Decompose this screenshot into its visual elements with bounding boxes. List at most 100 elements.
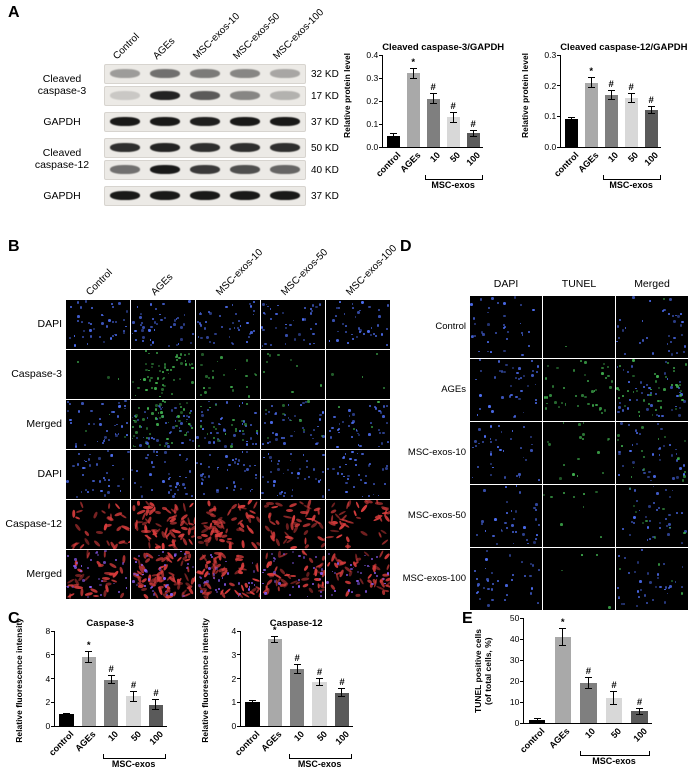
- stained-nucleus: [200, 474, 203, 477]
- stained-nucleus: [283, 494, 286, 498]
- stained-nucleus: [672, 336, 676, 340]
- stained-nucleus: [191, 381, 195, 384]
- stained-nucleus: [385, 327, 389, 330]
- stained-nucleus: [361, 301, 364, 304]
- stained-nucleus: [651, 352, 655, 355]
- stained-nucleus: [657, 423, 659, 425]
- stained-nucleus: [635, 442, 639, 446]
- stained-nucleus: [177, 343, 180, 345]
- stained-nucleus: [92, 328, 96, 331]
- stained-nucleus: [216, 468, 219, 471]
- stained-nucleus: [152, 465, 155, 469]
- stained-cell: [355, 516, 362, 520]
- stained-nucleus: [103, 494, 107, 498]
- stained-cell: [307, 587, 314, 594]
- stained-cell: [385, 564, 390, 571]
- stained-nucleus: [584, 395, 587, 399]
- stained-nucleus: [131, 437, 134, 440]
- stained-nucleus: [155, 352, 158, 355]
- stained-nucleus: [82, 329, 86, 333]
- error-bar-cap: [248, 700, 256, 702]
- stained-nucleus: [244, 423, 247, 426]
- stained-nucleus: [635, 429, 638, 432]
- stained-cell: [352, 509, 357, 517]
- stained-nucleus: [683, 400, 686, 403]
- molecular-weight-label: 37 KD: [311, 116, 339, 128]
- stained-nucleus: [212, 426, 215, 429]
- stained-nucleus: [226, 572, 230, 575]
- error-bar-cap: [559, 645, 567, 647]
- stained-nucleus: [197, 335, 200, 338]
- fluorescence-image: [326, 300, 390, 349]
- stained-cell: [363, 550, 371, 558]
- stained-nucleus: [81, 321, 84, 324]
- stained-nucleus: [145, 442, 148, 445]
- stained-nucleus: [618, 595, 621, 598]
- stained-nucleus: [125, 310, 128, 313]
- stained-nucleus: [668, 513, 671, 517]
- stained-cell: [76, 508, 84, 513]
- stained-nucleus: [618, 597, 621, 600]
- stained-nucleus: [272, 484, 276, 487]
- blot-group: Cleaved caspase-12 50 KD 40 KD: [24, 138, 348, 180]
- stained-nucleus: [287, 417, 290, 420]
- stained-nucleus: [377, 315, 381, 319]
- bar-AGEs: [554, 636, 571, 723]
- stained-nucleus: [595, 403, 598, 406]
- stained-nucleus: [652, 599, 655, 602]
- stained-nucleus: [200, 590, 203, 593]
- bar-control: [59, 714, 74, 726]
- stained-nucleus: [635, 511, 637, 513]
- stained-nucleus: [214, 403, 218, 406]
- stained-nucleus: [353, 486, 355, 488]
- stained-nucleus: [345, 490, 348, 493]
- stained-nucleus: [342, 475, 345, 478]
- stained-nucleus: [267, 437, 270, 440]
- micro-row-label: Caspase-12: [5, 518, 62, 530]
- stained-nucleus: [170, 441, 173, 444]
- error-bar-cap: [293, 663, 301, 665]
- stained-nucleus: [297, 471, 301, 475]
- stained-cell: [264, 504, 270, 509]
- stained-nucleus: [185, 420, 188, 423]
- stained-cell: [93, 539, 102, 548]
- stained-nucleus: [273, 480, 276, 483]
- stained-nucleus: [90, 409, 93, 413]
- stained-cell: [345, 544, 352, 548]
- stained-nucleus: [98, 336, 101, 339]
- stained-nucleus: [357, 444, 360, 447]
- stained-nucleus: [142, 325, 145, 329]
- stained-nucleus: [91, 307, 94, 310]
- stained-nucleus: [256, 430, 259, 433]
- stained-nucleus: [302, 453, 305, 456]
- stained-nucleus: [648, 520, 651, 523]
- stained-nucleus: [145, 427, 149, 430]
- stained-nucleus: [153, 438, 156, 441]
- fluorescence-image: [131, 550, 195, 599]
- stained-nucleus: [600, 536, 603, 539]
- stained-nucleus: [629, 533, 632, 536]
- error-bar-cap: [449, 121, 457, 123]
- blot-band: [150, 191, 180, 200]
- stained-nucleus: [267, 305, 269, 308]
- stained-nucleus: [535, 503, 538, 506]
- stained-nucleus: [274, 433, 278, 436]
- stained-cell: [248, 509, 256, 515]
- stained-cell: [230, 517, 238, 522]
- stained-nucleus: [67, 554, 70, 557]
- stained-nucleus: [262, 582, 264, 585]
- stained-nucleus: [618, 450, 621, 454]
- molecular-weight-label: 40 KD: [311, 164, 339, 176]
- stained-nucleus: [663, 601, 667, 604]
- stained-nucleus: [658, 447, 661, 451]
- stained-nucleus: [649, 537, 652, 540]
- stained-nucleus: [69, 418, 72, 422]
- stained-nucleus: [624, 327, 627, 329]
- stained-nucleus: [529, 592, 533, 595]
- y-tick-mark: [237, 725, 242, 727]
- stained-nucleus: [134, 338, 138, 342]
- stained-cell: [140, 587, 148, 592]
- stained-nucleus: [84, 444, 86, 446]
- stained-nucleus: [270, 421, 273, 424]
- stained-nucleus: [237, 459, 241, 462]
